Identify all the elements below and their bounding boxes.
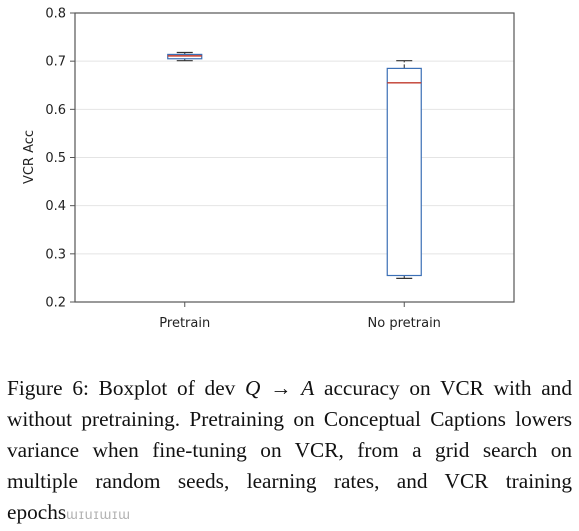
iqr-box — [167, 53, 203, 60]
caption-text-rest: accuracy on VCR with and without pretrai… — [7, 376, 572, 524]
box-no-pretrain — [386, 60, 422, 279]
caption-label: Figure 6: — [7, 376, 89, 400]
caption-text-start: Boxplot of dev — [98, 376, 236, 400]
box-pretrain — [167, 51, 203, 62]
y-tick-label: 0.5 — [45, 151, 66, 166]
y-tick-label: 0.3 — [45, 247, 66, 262]
y-tick-label: 0.2 — [45, 296, 66, 311]
x-tick-label: No pretrain — [368, 316, 441, 331]
caption-math-a: A — [301, 376, 315, 400]
y-tick-label: 0.4 — [45, 199, 66, 214]
boxes — [167, 51, 422, 279]
y-tick-label: 0.8 — [45, 7, 66, 22]
boxplot-figure: 0.2 0.3 0.4 0.5 0.6 0.7 0.8 Pretrain No pretrai… — [22, 7, 515, 331]
y-ticks: 0.2 0.3 0.4 0.5 0.6 0.7 0.8 — [45, 7, 75, 311]
caption-arrow: → — [270, 376, 292, 400]
y-axis-label: VCR Acc — [22, 130, 37, 184]
caption-final-char: s — [57, 500, 67, 524]
grid-lines — [75, 60, 514, 255]
watermark-icon: ɯɪuɪɯɪɯ — [66, 506, 131, 522]
x-ticks: Pretrain No pretrain — [159, 302, 441, 331]
caption-math-q: Q — [245, 376, 261, 400]
x-tick-label: Pretrain — [159, 316, 210, 331]
iqr-box — [386, 67, 422, 277]
y-tick-label: 0.7 — [45, 55, 66, 70]
figure-caption: Figure 6: Boxplot of dev Q → A accuracy … — [7, 373, 572, 530]
y-tick-label: 0.6 — [45, 103, 66, 118]
